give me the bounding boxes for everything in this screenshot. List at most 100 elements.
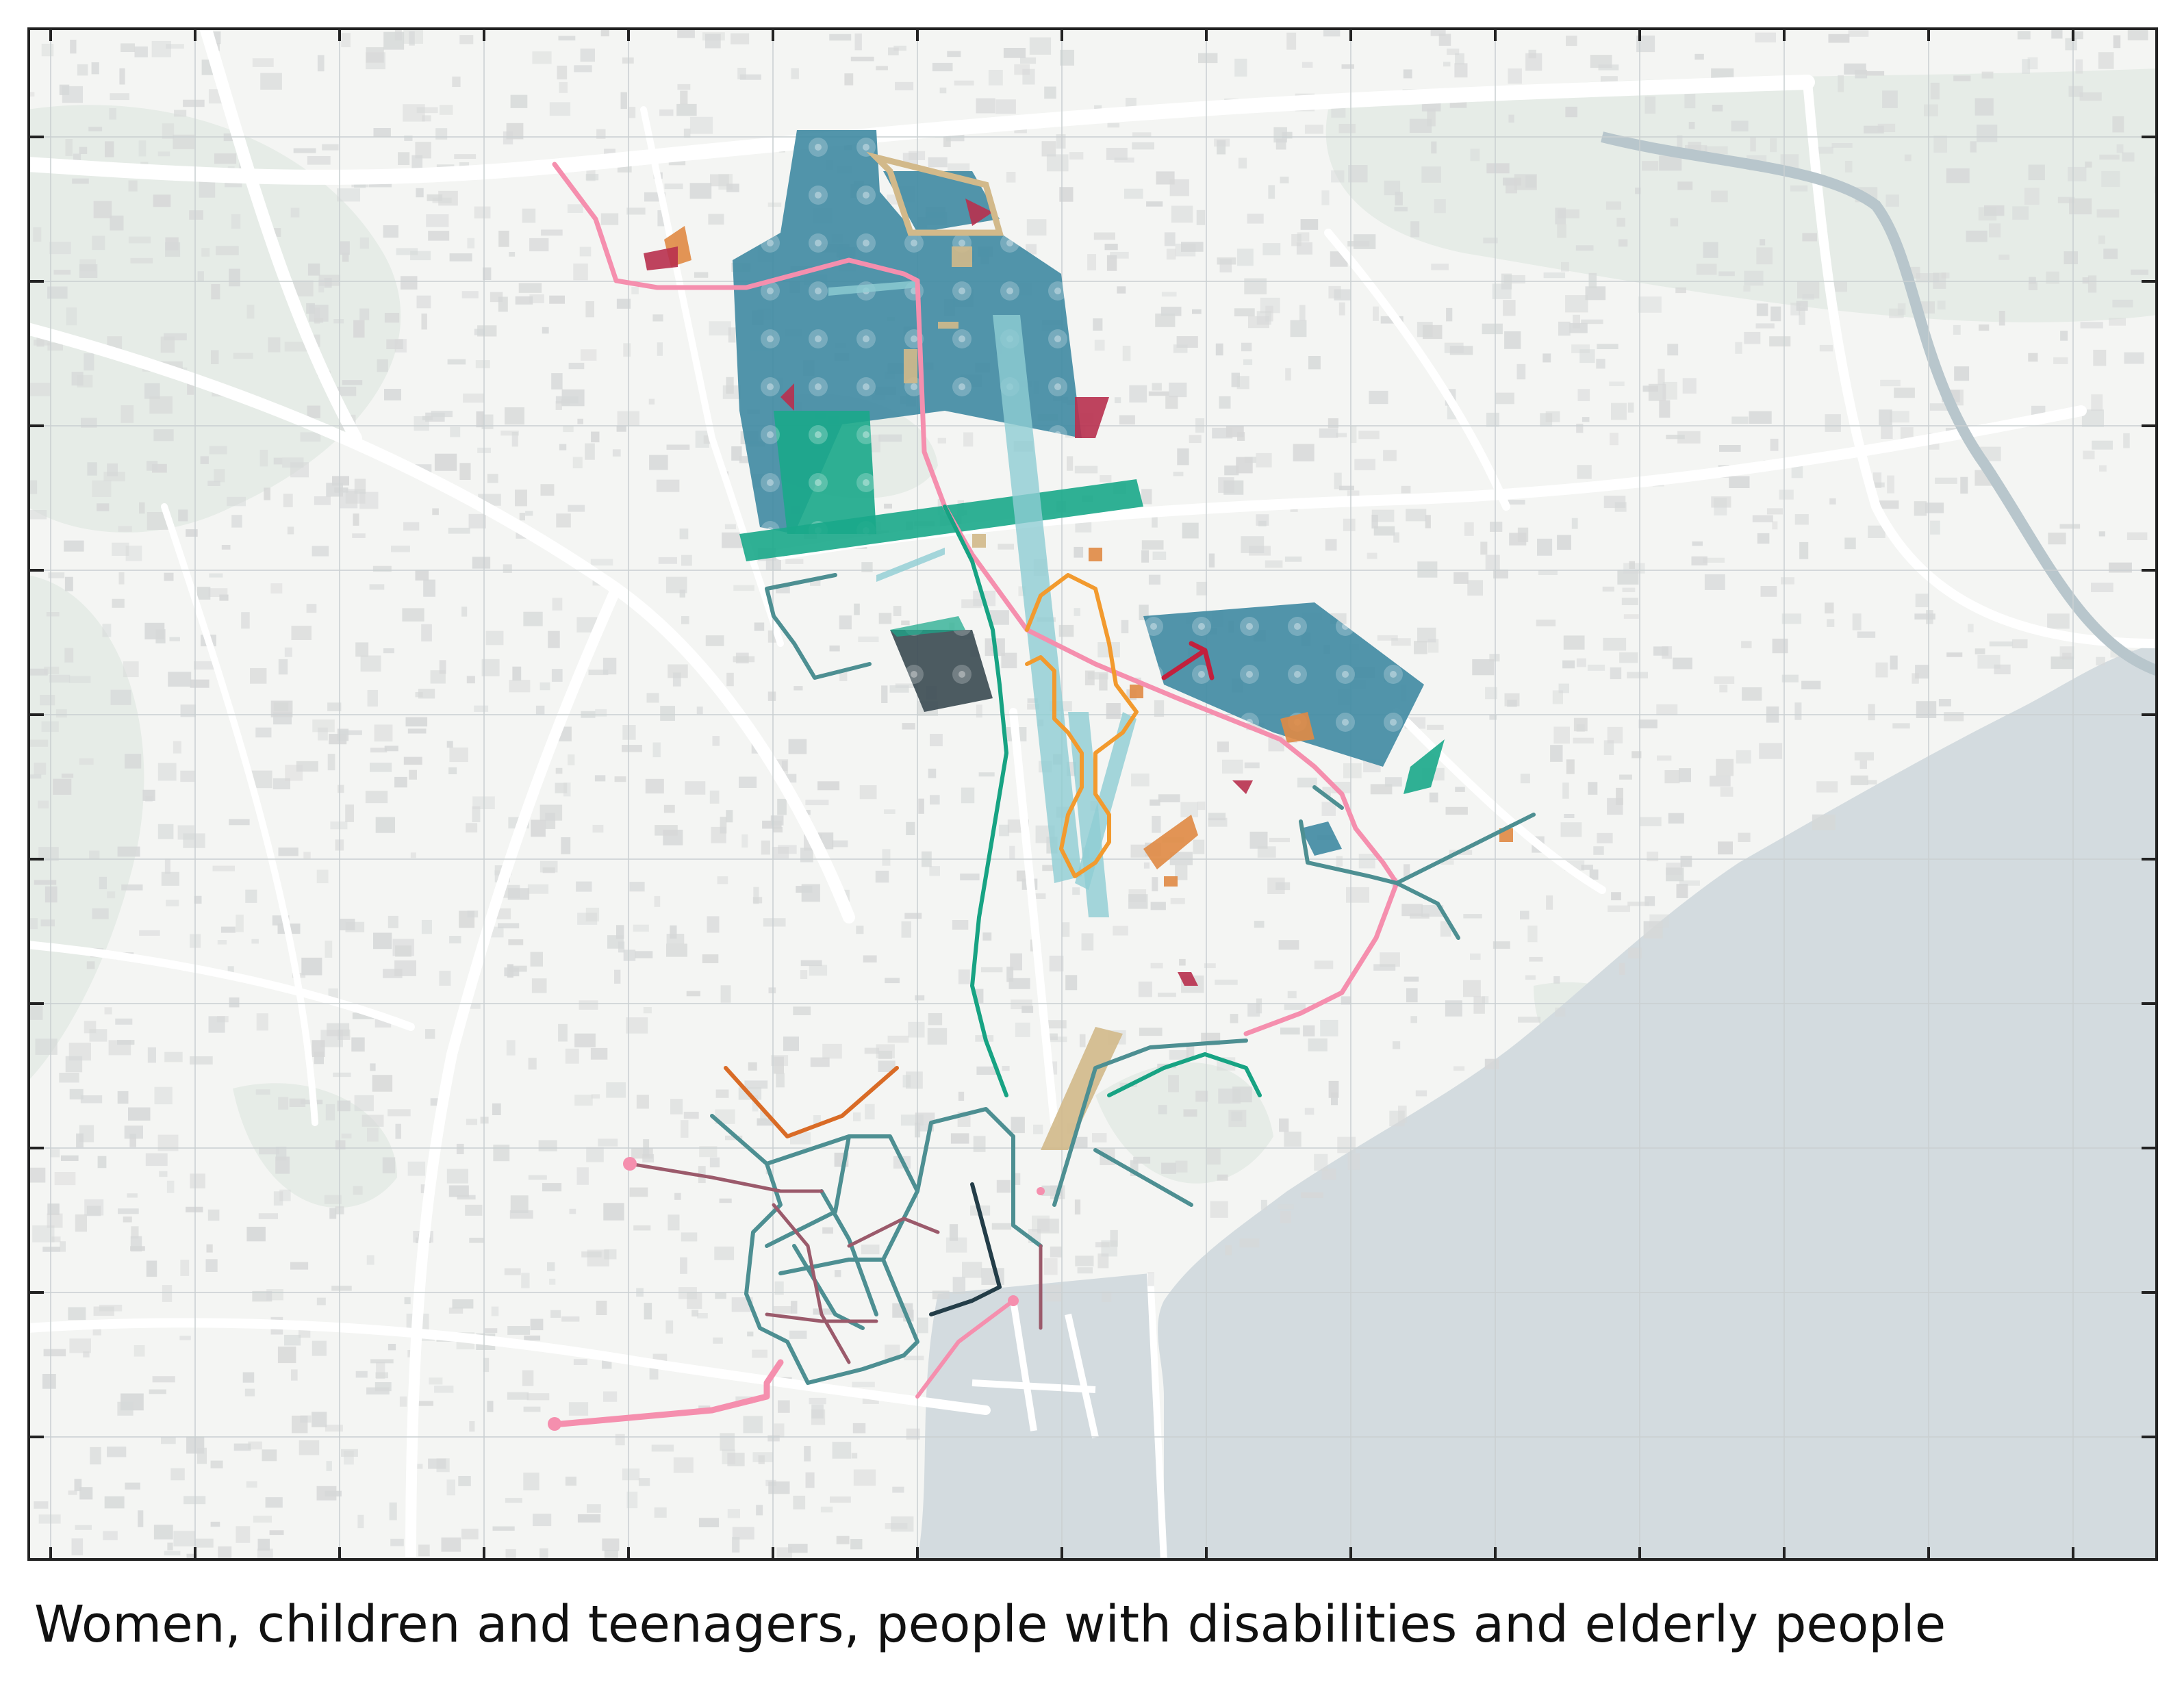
building — [1358, 854, 1375, 869]
building — [1880, 379, 1901, 387]
tan-areas — [904, 246, 1123, 1150]
building — [79, 264, 98, 278]
building — [1143, 862, 1150, 869]
building — [1731, 416, 1749, 424]
building — [752, 1349, 767, 1358]
building — [1597, 344, 1618, 349]
building — [472, 557, 491, 569]
building — [1447, 48, 1460, 55]
building — [1812, 814, 1836, 830]
building — [1576, 724, 1585, 732]
building — [633, 924, 649, 932]
map-canvas[interactable] — [27, 27, 2158, 1561]
building — [656, 479, 680, 492]
building — [1581, 319, 1603, 324]
building — [1371, 509, 1395, 522]
building — [35, 1038, 58, 1055]
building — [327, 754, 335, 771]
building — [1425, 515, 1431, 528]
building — [1704, 574, 1725, 590]
building — [1016, 870, 1027, 882]
building — [469, 1421, 475, 1432]
building — [71, 1538, 84, 1555]
building — [1336, 433, 1347, 437]
building — [1081, 933, 1094, 951]
building — [1328, 418, 1338, 429]
building — [1577, 389, 1590, 401]
building — [1581, 865, 1593, 870]
building — [1673, 657, 1692, 670]
building — [487, 474, 498, 483]
building — [325, 1104, 335, 1121]
building — [157, 1134, 179, 1151]
building — [236, 915, 244, 932]
building — [551, 669, 563, 682]
building — [1772, 521, 1778, 530]
building — [2123, 433, 2130, 448]
building — [2101, 170, 2120, 188]
building — [1380, 952, 1400, 967]
building — [638, 1478, 650, 1486]
building — [511, 432, 518, 447]
building — [1243, 359, 1253, 366]
building — [1334, 289, 1351, 301]
building — [186, 529, 198, 537]
map-frame[interactable] — [27, 27, 2158, 1561]
building — [720, 817, 727, 834]
building — [668, 1214, 680, 1231]
building — [1550, 745, 1563, 762]
building — [705, 34, 721, 49]
building — [928, 157, 948, 168]
building — [264, 487, 270, 500]
building — [1285, 368, 1291, 381]
building — [530, 952, 543, 967]
building — [1694, 53, 1704, 60]
building — [1152, 877, 1158, 891]
building — [579, 246, 592, 257]
building — [354, 1095, 374, 1112]
building — [1343, 518, 1356, 531]
building — [2059, 524, 2081, 529]
building — [1875, 662, 1888, 678]
building — [1866, 71, 1885, 76]
building — [1941, 272, 1950, 279]
building — [1207, 1148, 1221, 1165]
building — [774, 1281, 784, 1295]
building — [2075, 59, 2083, 74]
building — [121, 884, 143, 891]
building — [1506, 179, 1517, 194]
building — [1623, 563, 1645, 574]
building — [711, 826, 726, 843]
building — [1925, 502, 1944, 513]
building — [448, 1185, 469, 1197]
building — [1696, 264, 1717, 275]
building — [446, 741, 453, 748]
building — [629, 1187, 648, 1197]
building — [2064, 251, 2078, 264]
building — [1546, 895, 1553, 910]
building — [1794, 702, 1802, 720]
building — [1558, 321, 1571, 336]
building — [577, 418, 583, 424]
building — [539, 1548, 548, 1561]
building — [377, 359, 388, 372]
building — [679, 589, 685, 598]
building — [1603, 740, 1614, 755]
building — [1139, 1028, 1163, 1036]
building — [359, 492, 379, 509]
building — [576, 1167, 589, 1185]
building — [1056, 134, 1066, 149]
building — [770, 815, 784, 826]
building — [767, 202, 782, 207]
building — [103, 472, 125, 482]
building — [1598, 64, 1619, 71]
building — [144, 622, 165, 639]
building — [118, 572, 125, 585]
building — [125, 1482, 140, 1490]
building — [1393, 532, 1399, 543]
building — [1113, 926, 1128, 936]
building — [1155, 314, 1176, 327]
building — [715, 1292, 726, 1299]
building — [595, 709, 607, 717]
building — [1217, 140, 1226, 155]
